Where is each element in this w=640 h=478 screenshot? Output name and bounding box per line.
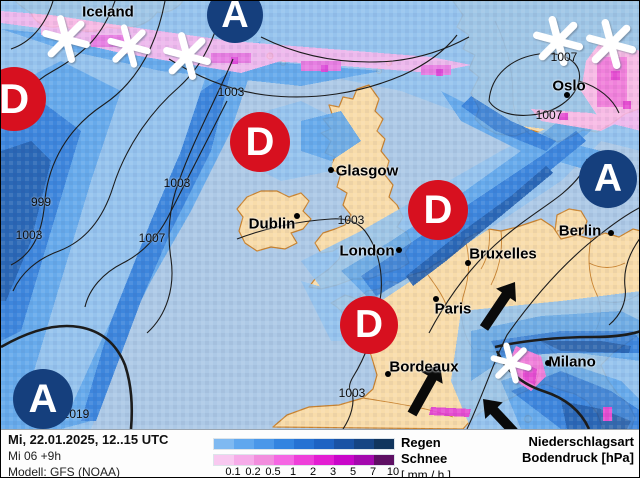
city-dot bbox=[465, 260, 471, 266]
tick-label: 0.5 bbox=[265, 466, 281, 478]
color-swatch bbox=[234, 439, 254, 449]
color-swatch bbox=[214, 455, 234, 465]
city-dot bbox=[545, 360, 551, 366]
color-swatch bbox=[274, 455, 294, 465]
legend-bar: Mi, 22.01.2025, 12..15 UTC Mi 06 +9h Mod… bbox=[1, 429, 639, 478]
high-pressure-center: A bbox=[207, 1, 263, 43]
color-swatch bbox=[234, 455, 254, 465]
city-dot bbox=[328, 167, 334, 173]
snowflake-icon bbox=[163, 32, 211, 80]
tick-label: 0.2 bbox=[245, 466, 261, 478]
rain-color-scale bbox=[213, 438, 395, 450]
low-pressure-center: D bbox=[408, 180, 468, 240]
isobar-label: 1003 bbox=[338, 386, 366, 400]
tick-label: 0.1 bbox=[225, 466, 241, 478]
model-run: Mi 06 +9h bbox=[8, 449, 62, 463]
city-dot bbox=[385, 371, 391, 377]
city-dot bbox=[608, 230, 614, 236]
snow-label: Schnee bbox=[401, 451, 448, 466]
tick-label: 5 bbox=[349, 466, 357, 478]
snowflake-icon bbox=[107, 24, 151, 68]
map-graphic bbox=[1, 1, 639, 429]
low-pressure-center: D bbox=[340, 296, 398, 354]
rain-label: Regen bbox=[401, 435, 441, 450]
isobar-bold bbox=[1, 324, 134, 429]
valid-datetime: Mi, 22.01.2025, 12..15 UTC bbox=[8, 432, 169, 447]
city-dot bbox=[433, 296, 439, 302]
scale-tick-labels: 0.1 0.2 0.5 1 2 3 5 7 10 bbox=[213, 466, 413, 478]
forecast-info: Mi, 22.01.2025, 12..15 UTC Mi 06 +9h Mod… bbox=[8, 432, 169, 478]
isobar-label: 1003 bbox=[217, 85, 245, 99]
city-dot bbox=[294, 213, 300, 219]
color-swatch bbox=[354, 439, 374, 449]
tick-label: 7 bbox=[369, 466, 377, 478]
color-swatch bbox=[314, 439, 334, 449]
city-dot bbox=[396, 247, 402, 253]
pixel-texture bbox=[1, 1, 639, 429]
color-swatch bbox=[254, 455, 274, 465]
color-swatch bbox=[374, 455, 394, 465]
map-area[interactable]: Iceland Oslo Glasgow Dublin London Berli… bbox=[1, 1, 639, 429]
color-swatch bbox=[374, 439, 394, 449]
color-swatch bbox=[354, 455, 374, 465]
color-swatch bbox=[294, 455, 314, 465]
color-swatch bbox=[274, 439, 294, 449]
snowflake-icon bbox=[42, 15, 90, 63]
precipitation-layer bbox=[1, 1, 639, 429]
front-line bbox=[494, 330, 639, 349]
wind-arrow-icon bbox=[479, 282, 516, 331]
snow-color-scale bbox=[213, 454, 395, 466]
tick-label: 2 bbox=[309, 466, 317, 478]
color-swatch bbox=[294, 439, 314, 449]
low-pressure-center: D bbox=[230, 112, 290, 172]
snowflake-icon bbox=[533, 16, 583, 66]
isobar-label: 1003 bbox=[15, 228, 43, 242]
color-swatch bbox=[314, 455, 334, 465]
tick-label: 1 bbox=[289, 466, 297, 478]
unit-label: [ mm / h ] bbox=[401, 468, 452, 478]
isobar-label: 1003 bbox=[163, 176, 191, 190]
tick-label: 10 bbox=[386, 466, 400, 478]
precipitation-scale: 0.1 0.2 0.5 1 2 3 5 7 10 bbox=[213, 430, 399, 477]
high-pressure-center: A bbox=[13, 369, 73, 429]
isobar-label: 999 bbox=[30, 195, 52, 209]
color-swatch bbox=[334, 455, 354, 465]
isobar-label: 1007 bbox=[550, 50, 578, 64]
high-pressure-center: A bbox=[579, 150, 637, 208]
wind-arrow-icon bbox=[483, 399, 518, 429]
legend-title-precip-type: Niederschlagsart bbox=[528, 434, 635, 449]
model-name: Modell: GFS (NOAA) bbox=[8, 465, 121, 478]
tick-label: 3 bbox=[329, 466, 337, 478]
legend-titles: Niederschlagsart Bodendruck [hPa] bbox=[522, 434, 634, 466]
city-dot bbox=[564, 92, 570, 98]
color-swatch bbox=[254, 439, 274, 449]
isobar-label: 1007 bbox=[138, 231, 166, 245]
color-swatch bbox=[334, 439, 354, 449]
wind-arrow-icon bbox=[407, 364, 443, 417]
color-swatch bbox=[214, 439, 234, 449]
snowflake-icon bbox=[490, 342, 532, 384]
snowflake-icon bbox=[586, 19, 636, 69]
isobar-label: 1007 bbox=[535, 108, 563, 122]
legend-title-pressure: Bodendruck [hPa] bbox=[522, 450, 634, 465]
scale-row-labels: Regen Schnee [ mm / h ] bbox=[401, 435, 452, 478]
isobar-label: 1003 bbox=[337, 213, 365, 227]
